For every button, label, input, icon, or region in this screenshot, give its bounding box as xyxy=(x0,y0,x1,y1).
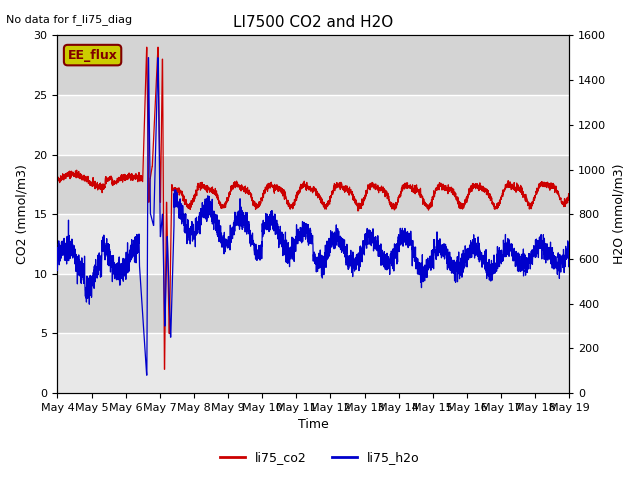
Y-axis label: H2O (mmol/m3): H2O (mmol/m3) xyxy=(612,164,625,264)
Text: EE_flux: EE_flux xyxy=(68,48,118,61)
Title: LI7500 CO2 and H2O: LI7500 CO2 and H2O xyxy=(233,15,394,30)
Bar xyxy=(58,334,570,393)
Bar xyxy=(58,214,570,274)
Text: No data for f_li75_diag: No data for f_li75_diag xyxy=(6,14,132,25)
Bar xyxy=(58,155,570,214)
Y-axis label: CO2 (mmol/m3): CO2 (mmol/m3) xyxy=(15,164,28,264)
Bar xyxy=(58,274,570,334)
Legend: li75_co2, li75_h2o: li75_co2, li75_h2o xyxy=(215,446,425,469)
Bar xyxy=(58,36,570,95)
Bar xyxy=(58,95,570,155)
X-axis label: Time: Time xyxy=(298,419,329,432)
